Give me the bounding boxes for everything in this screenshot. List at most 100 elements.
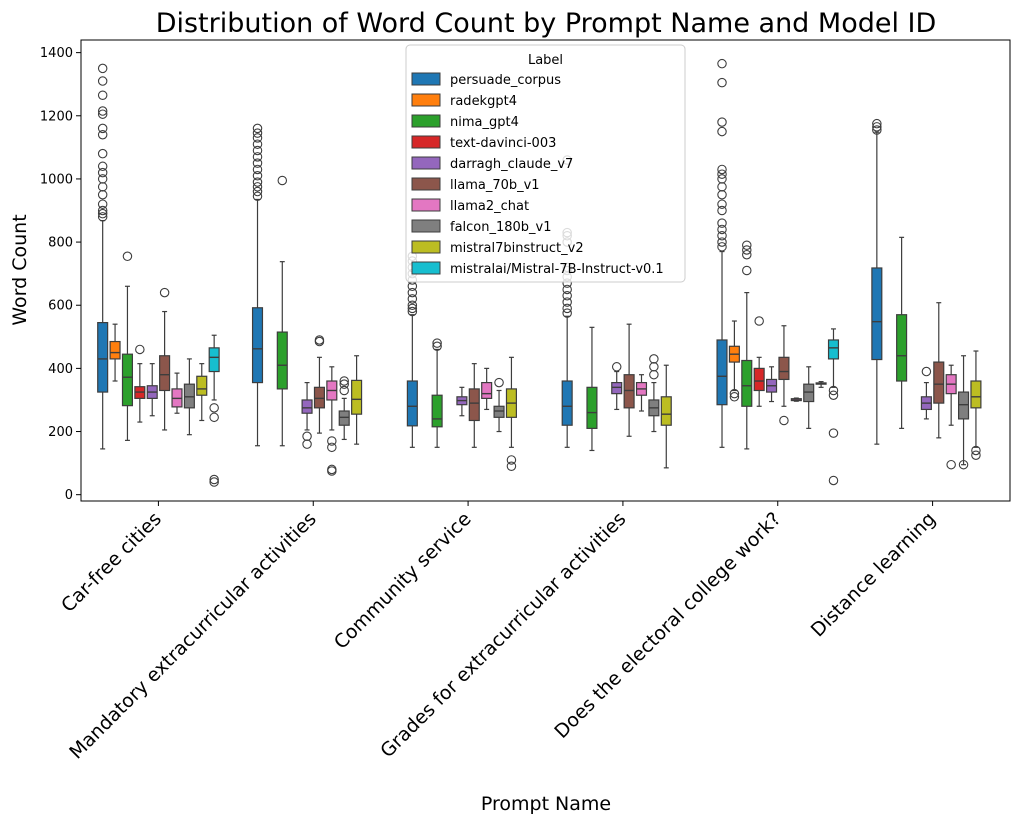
outlier-point — [432, 338, 442, 348]
outlier-point — [717, 205, 727, 216]
outlier-point — [407, 294, 418, 304]
box-iqr — [957, 391, 970, 420]
box-llama2-chat — [635, 374, 648, 412]
box-iqr — [406, 380, 418, 427]
box-mistral7binstruct-v2 — [196, 363, 208, 422]
outlier-point — [717, 242, 727, 252]
box-iqr — [251, 307, 264, 384]
box-iqr — [431, 394, 443, 428]
y-tick-label: 400 — [48, 362, 73, 377]
legend-label: llama_70b_v1 — [450, 178, 540, 193]
box-llama-70b-v1 — [933, 302, 945, 439]
outlier-point — [209, 403, 219, 413]
box-darragh-claude-v7 — [456, 386, 468, 417]
outlier-point — [506, 455, 517, 465]
outlier-point — [717, 126, 727, 137]
box-llama2-chat — [481, 367, 493, 411]
outlier-point — [828, 385, 839, 396]
box-llama2-chat — [945, 364, 957, 470]
box-iqr — [623, 374, 635, 409]
outlier-point — [252, 164, 263, 175]
outlier-point — [562, 291, 572, 301]
box-iqr — [109, 340, 121, 360]
legend-label: text-davinci-003 — [450, 136, 556, 151]
outlier-point — [562, 284, 572, 295]
legend-swatch — [411, 135, 441, 149]
box-persuade-corpus — [251, 123, 264, 447]
legend-swatch — [411, 156, 441, 170]
outlier-point — [97, 182, 108, 192]
y-tick-label: 200 — [48, 425, 73, 440]
box-nima-gpt4 — [896, 236, 908, 429]
legend-swatch — [411, 198, 441, 212]
outlier-point — [828, 428, 839, 438]
legend-label: persuade_corpus — [450, 73, 561, 88]
box-radekgpt4 — [728, 320, 740, 402]
box-radekgpt4 — [109, 323, 121, 382]
x-tick-label: Grades for extracurricular activities — [376, 508, 630, 762]
box-llama-70b-v1 — [159, 287, 171, 431]
box-iqr — [561, 380, 573, 426]
box-falcon-180b-v1 — [493, 377, 505, 433]
box-falcon-180b-v1 — [183, 358, 195, 436]
outlier-point — [506, 461, 517, 472]
outlier-point — [717, 174, 727, 184]
outlier-point — [97, 123, 108, 134]
outlier-point — [339, 376, 349, 386]
outlier-point — [742, 265, 752, 276]
legend-label: llama2_chat — [450, 199, 529, 214]
outlier-point — [649, 354, 659, 364]
outlier-point — [872, 125, 882, 135]
legend-swatch — [411, 72, 441, 86]
box-darragh-claude-v7 — [146, 363, 158, 417]
legend-swatch — [411, 93, 441, 107]
box-nima-gpt4 — [276, 175, 288, 447]
outlier-point — [209, 474, 219, 485]
outlier-point — [779, 415, 789, 426]
outlier-point — [209, 412, 219, 423]
outlier-point — [97, 106, 108, 116]
outlier-point — [302, 439, 312, 449]
outlier-point — [729, 392, 740, 402]
chart-title: Distribution of Word Count by Prompt Nam… — [156, 8, 937, 39]
x-axis-label: Prompt Name — [481, 793, 611, 815]
x-tick-label: Community service — [330, 508, 476, 654]
outlier-point — [872, 122, 882, 132]
box-iqr — [97, 321, 109, 393]
box-mistral7binstruct-v2 — [660, 364, 672, 469]
box-iqr — [481, 381, 493, 399]
legend-swatch — [411, 219, 441, 233]
box-text-davinci-003 — [753, 316, 765, 407]
outlier-point — [314, 336, 325, 347]
outlier-point — [97, 174, 108, 184]
outlier-point — [729, 388, 740, 399]
box-text-davinci-003 — [134, 344, 146, 423]
box-iqr — [276, 331, 288, 390]
outlier-point — [97, 90, 108, 101]
outlier-point — [921, 366, 932, 377]
legend: Label persuade_corpus radekgpt4 nima_gpt4te… — [405, 44, 686, 283]
outlier-point — [327, 436, 337, 446]
outlier-point — [717, 224, 727, 235]
outlier-point — [717, 182, 727, 192]
outlier-point — [717, 164, 727, 175]
outlier-point — [717, 218, 727, 228]
box-iqr — [183, 383, 195, 409]
box-iqr — [933, 361, 945, 404]
outlier-point — [562, 297, 572, 307]
box-llama2-chat — [790, 397, 802, 402]
legend-frame — [405, 44, 686, 283]
outlier-point — [339, 379, 349, 389]
box-iqr — [159, 355, 171, 392]
outlier-point — [958, 459, 969, 470]
x-tick-label: Car-free cities — [57, 508, 166, 617]
box-iqr — [208, 347, 220, 373]
y-axis: 0 200 400 600 800 1000 1200 1400 — [40, 46, 81, 503]
outlier-point — [742, 249, 752, 260]
box-nima-gpt4 — [586, 326, 598, 452]
box-persuade-corpus — [716, 58, 728, 448]
outlier-point — [407, 300, 418, 310]
y-axis-label: Word Count — [9, 214, 31, 325]
outlier-point — [828, 390, 839, 400]
